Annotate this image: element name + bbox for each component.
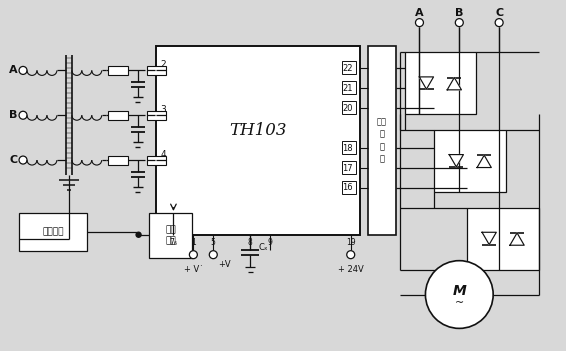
Bar — [147, 155, 166, 165]
Bar — [468, 208, 539, 270]
Text: 给定
积分: 给定 积分 — [165, 226, 176, 245]
Text: 5: 5 — [211, 238, 216, 247]
Bar — [108, 155, 127, 165]
Bar — [148, 213, 192, 258]
Bar — [156, 46, 360, 235]
Bar — [368, 46, 396, 235]
Circle shape — [19, 66, 27, 74]
Bar — [342, 161, 355, 174]
Circle shape — [415, 19, 423, 27]
Circle shape — [19, 156, 27, 164]
Text: 4: 4 — [161, 150, 166, 159]
Text: 20: 20 — [342, 104, 353, 113]
Text: 3: 3 — [161, 105, 166, 114]
Text: 9: 9 — [268, 238, 272, 247]
Text: + 24V: + 24V — [338, 265, 363, 274]
Bar — [342, 101, 355, 114]
Text: 17: 17 — [342, 164, 353, 173]
Text: B: B — [9, 110, 18, 120]
Bar — [405, 53, 476, 114]
Text: C: C — [495, 8, 503, 18]
Bar — [342, 141, 355, 154]
Text: + V˙: + V˙ — [183, 265, 203, 274]
Polygon shape — [510, 233, 524, 245]
Text: 18: 18 — [342, 144, 353, 153]
Circle shape — [347, 251, 355, 259]
Text: 16: 16 — [342, 184, 353, 192]
Text: M: M — [452, 284, 466, 298]
Polygon shape — [419, 77, 434, 89]
Circle shape — [495, 19, 503, 27]
Polygon shape — [477, 155, 491, 167]
Text: 7₆: 7₆ — [169, 238, 177, 247]
Bar — [108, 66, 127, 75]
Text: 保护电路: 保护电路 — [42, 227, 63, 236]
Polygon shape — [449, 154, 464, 167]
Bar — [108, 111, 127, 120]
Text: 脉冲
变
压
器: 脉冲 变 压 器 — [376, 117, 387, 163]
Polygon shape — [482, 232, 496, 245]
Text: A: A — [9, 65, 18, 75]
Text: A: A — [415, 8, 424, 18]
Circle shape — [136, 232, 141, 237]
Text: Cₓ: Cₓ — [258, 243, 268, 252]
Text: 8: 8 — [248, 238, 252, 247]
Circle shape — [426, 261, 493, 329]
Text: 21: 21 — [342, 84, 353, 93]
Text: C: C — [9, 155, 17, 165]
Bar — [342, 61, 355, 74]
Text: +V: +V — [218, 260, 231, 269]
Text: 22: 22 — [342, 64, 353, 73]
Circle shape — [209, 251, 217, 259]
Circle shape — [190, 251, 198, 259]
Text: B: B — [455, 8, 464, 18]
Bar — [19, 213, 87, 251]
Text: ~: ~ — [454, 298, 464, 307]
Bar — [147, 66, 166, 75]
Text: 19: 19 — [346, 238, 355, 247]
Bar — [342, 81, 355, 94]
Circle shape — [19, 111, 27, 119]
Bar — [434, 130, 506, 192]
Text: TH103: TH103 — [229, 122, 286, 139]
Circle shape — [455, 19, 464, 27]
Text: 2: 2 — [161, 60, 166, 69]
Text: 1: 1 — [191, 238, 196, 247]
Polygon shape — [447, 78, 461, 90]
Bar — [147, 111, 166, 120]
Bar — [342, 181, 355, 194]
